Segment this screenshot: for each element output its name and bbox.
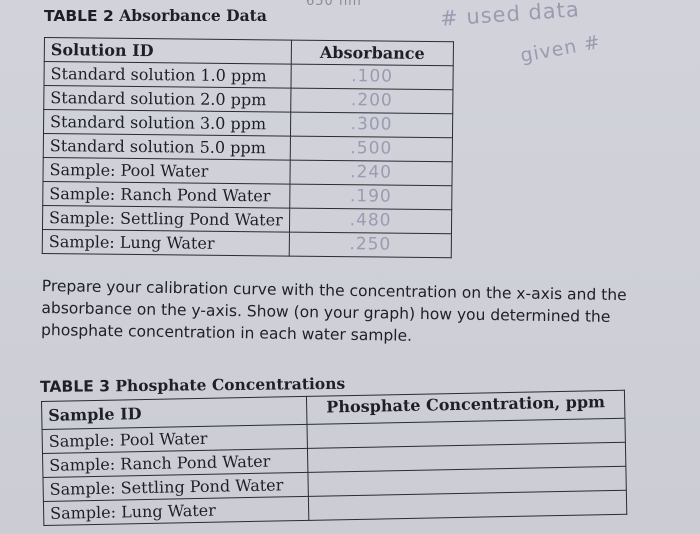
absorbance-cell: .190 [289,184,452,210]
solution-cell: Sample: Lung Water [42,229,290,257]
absorbance-cell: .100 [290,64,454,90]
instructions-paragraph: Prepare your calibration curve with the … [40,276,627,345]
sample-cell: Sample: Lung Water [43,496,309,526]
absorbance-cell: .200 [290,88,453,114]
solution-cell: Standard solution 3.0 ppm [43,109,291,137]
table2-title-text: Absorbance Data [119,6,267,25]
solution-cell: Sample: Ranch Pond Water [42,181,290,209]
handwritten-note-given: given # [518,31,603,67]
solution-cell: Sample: Pool Water [42,157,291,185]
table2-title: TABLE 2 Absorbance Data [44,6,267,25]
solution-cell: Standard solution 5.0 ppm [43,133,291,161]
handwritten-note-used-data: # used data [439,0,581,31]
header-solution-id: Solution ID [44,37,292,65]
absorbance-cell: .480 [289,208,452,234]
table3-label: TABLE 3 [40,377,111,396]
absorbance-cell: .500 [290,136,453,162]
table3-title: TABLE 3 Phosphate Concentrations [40,374,345,396]
absorbance-cell: .300 [290,112,453,138]
table2-label: TABLE 2 [44,7,114,25]
phosphate-concentration-table: Sample ID Phosphate Concentration, ppm S… [41,390,627,526]
header-absorbance: Absorbance [291,40,454,66]
solution-cell: Sample: Settling Pond Water [42,205,290,233]
absorbance-table: Solution ID Absorbance Standard solution… [42,37,454,258]
concentration-cell[interactable] [308,490,627,521]
solution-cell: Standard solution 1.0 ppm [43,61,292,89]
table-row: Sample: Lung Water .250 [42,229,452,258]
handwritten-wavelength: 650 nm [306,0,362,9]
solution-cell: Standard solution 2.0 ppm [43,85,291,113]
absorbance-cell: .240 [289,160,453,186]
absorbance-cell: .250 [289,232,452,258]
table3-title-text: Phosphate Concentrations [115,373,346,396]
